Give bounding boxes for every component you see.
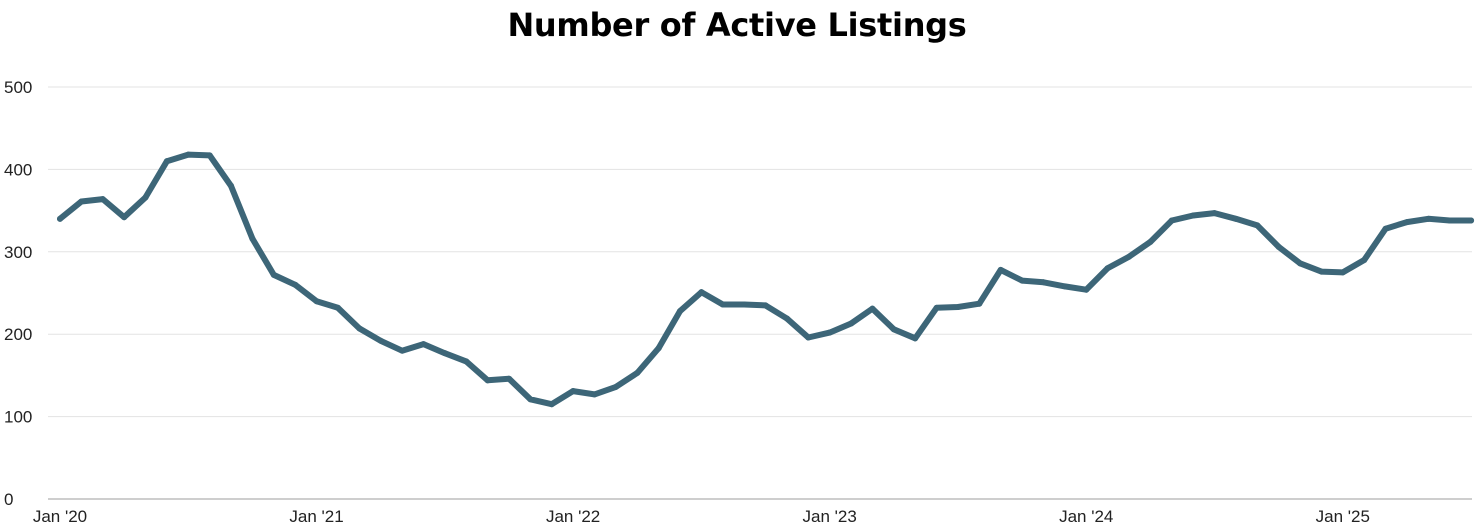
data-point: [1468, 217, 1475, 224]
data-point: [463, 358, 470, 365]
data-point: [1361, 257, 1368, 264]
y-tick-label: 0: [4, 490, 13, 509]
data-point: [912, 335, 919, 342]
data-point: [484, 377, 491, 384]
data-point: [1019, 277, 1026, 284]
x-tick-label: Jan '21: [289, 507, 343, 526]
data-point: [1232, 215, 1239, 222]
data-point: [634, 369, 641, 376]
data-point: [270, 271, 277, 278]
data-point: [719, 301, 726, 308]
data-point: [121, 214, 128, 221]
data-point: [527, 396, 534, 403]
x-tick-label: Jan '22: [546, 507, 600, 526]
data-point: [826, 329, 833, 336]
y-tick-label: 200: [4, 325, 32, 344]
data-point: [313, 298, 320, 305]
data-point: [783, 315, 790, 322]
data-point: [848, 320, 855, 327]
series-line-group: [57, 151, 1475, 408]
data-point: [548, 401, 555, 408]
data-point: [1297, 260, 1304, 267]
data-point: [163, 158, 170, 165]
data-point: [206, 152, 213, 159]
data-point: [185, 151, 192, 158]
data-point: [99, 196, 106, 203]
data-point: [1382, 225, 1389, 232]
data-point: [57, 215, 63, 222]
data-point: [142, 194, 149, 201]
data-point: [420, 341, 427, 348]
data-point: [1318, 268, 1325, 275]
x-tick-label: Jan '23: [803, 507, 857, 526]
data-point: [698, 289, 705, 296]
data-point: [356, 325, 363, 332]
data-point: [677, 308, 684, 315]
data-point: [612, 383, 619, 390]
data-point: [890, 326, 897, 333]
data-point: [741, 301, 748, 308]
data-point: [997, 266, 1004, 273]
gridlines: [48, 86, 1472, 500]
series-line: [57, 151, 1475, 408]
data-point: [1425, 215, 1432, 222]
data-point: [399, 347, 406, 354]
data-point: [1168, 217, 1175, 224]
data-point: [1104, 265, 1111, 272]
data-point: [78, 198, 85, 205]
data-point: [869, 305, 876, 312]
y-tick-label: 500: [4, 78, 32, 97]
data-point: [1061, 283, 1068, 290]
data-point: [570, 388, 577, 395]
data-point: [1446, 217, 1453, 224]
data-point: [655, 345, 662, 352]
data-point: [1126, 253, 1132, 260]
data-point: [1403, 219, 1410, 226]
data-point: [1339, 269, 1346, 276]
data-point: [1147, 238, 1154, 245]
y-tick-label: 300: [4, 243, 32, 262]
y-tick-label: 100: [4, 408, 32, 427]
x-tick-label: Jan '20: [33, 507, 87, 526]
y-axis-tick-labels: 0 100 200 300 400 500: [4, 78, 32, 509]
data-point: [954, 304, 961, 311]
x-tick-label: Jan '24: [1059, 507, 1113, 526]
data-point: [933, 304, 940, 311]
data-point: [228, 182, 235, 189]
data-point: [762, 302, 769, 309]
data-point: [249, 235, 256, 242]
data-point: [1040, 279, 1047, 286]
data-point: [505, 375, 512, 382]
x-tick-label: Jan '25: [1316, 507, 1370, 526]
data-point: [441, 350, 448, 357]
data-point: [1190, 212, 1197, 219]
x-axis-tick-labels: Jan '20 Jan '21 Jan '22 Jan '23 Jan '24 Jan '…: [33, 507, 1370, 526]
y-tick-label: 400: [4, 160, 32, 179]
data-point: [976, 300, 983, 307]
data-point: [1275, 243, 1282, 250]
chart-title: Number of Active Listings: [507, 6, 967, 44]
data-point: [1211, 210, 1218, 217]
data-point: [805, 334, 812, 341]
data-point: [1083, 286, 1090, 293]
data-point: [1254, 222, 1261, 229]
data-point: [292, 281, 299, 288]
data-point: [334, 304, 341, 311]
data-point: [591, 391, 598, 398]
data-point: [377, 337, 384, 344]
